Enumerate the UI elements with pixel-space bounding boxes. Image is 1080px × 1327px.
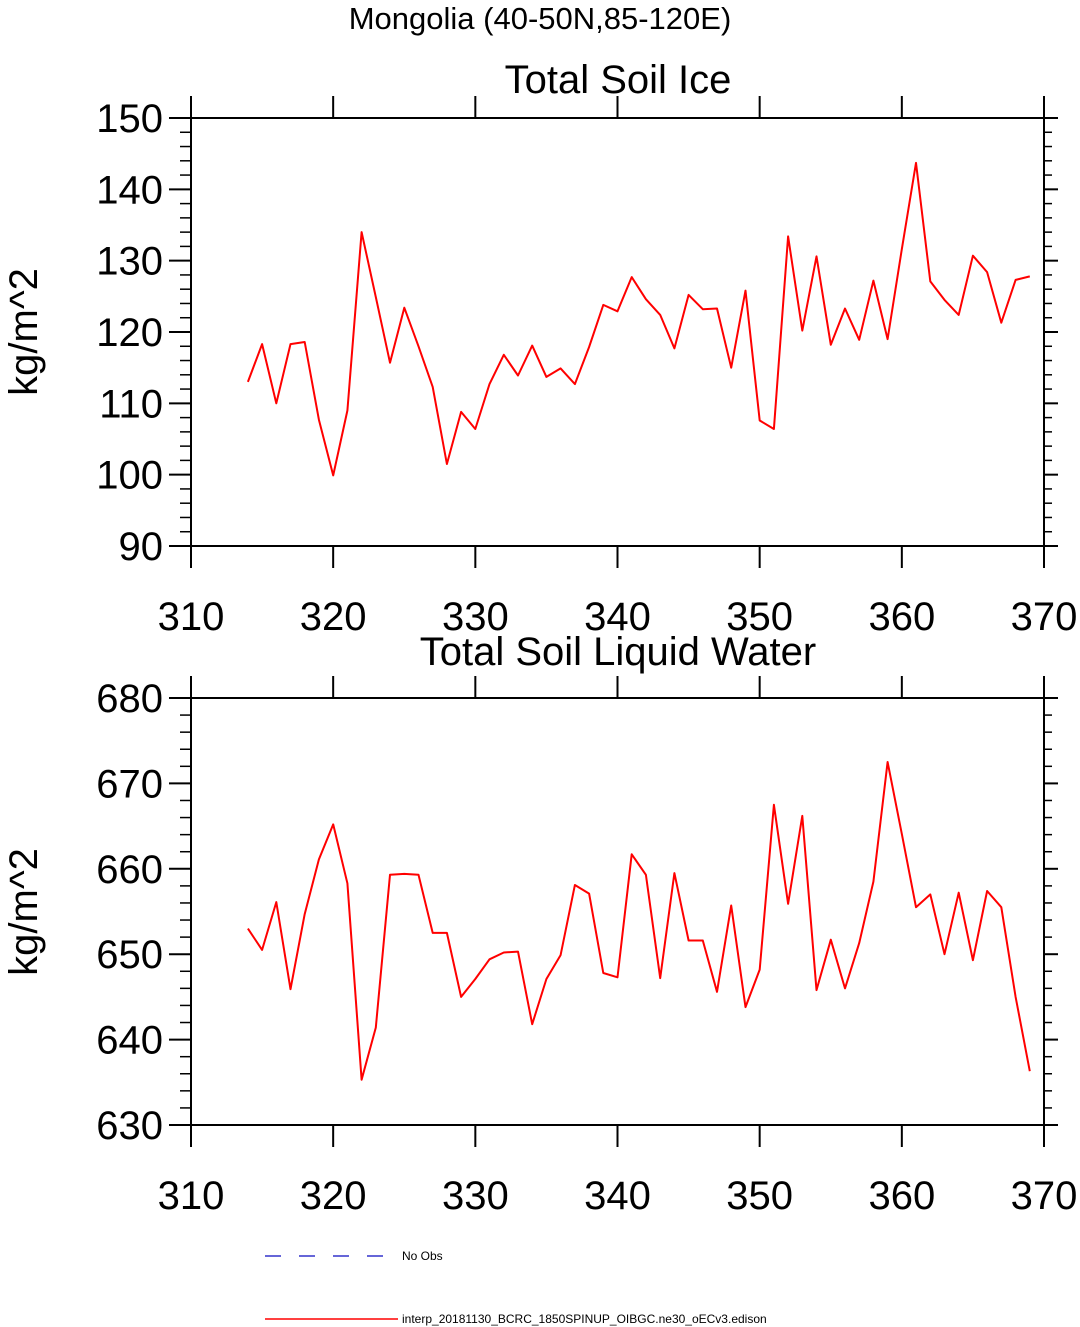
y-tick-label: 650 <box>96 933 163 977</box>
y-tick-label: 150 <box>96 97 163 141</box>
y-tick-label: 90 <box>119 525 164 569</box>
x-tick-label: 360 <box>868 595 935 639</box>
y-tick-label: 110 <box>99 382 163 426</box>
plot-frame <box>190 697 1045 1126</box>
panel-title: Total Soil Liquid Water <box>420 630 816 674</box>
legend: No Obs interp_20181130_BCRC_1850SPINUP_O… <box>265 1249 767 1326</box>
legend-label-model: interp_20181130_BCRC_1850SPINUP_OIBGC.ne… <box>402 1312 767 1326</box>
series-group <box>246 161 1031 477</box>
x-tick-label: 360 <box>868 1174 935 1218</box>
tick-label-group: 310 320 330 340 350 360 370 90 100 110 120 130 140 15… <box>96 97 1077 639</box>
x-tick-label: 370 <box>1011 595 1078 639</box>
legend-label-no-obs: No Obs <box>402 1249 443 1263</box>
x-tick-label: 320 <box>300 595 367 639</box>
y-tick-label: 130 <box>96 240 163 284</box>
x-tick-label: 330 <box>442 1174 509 1218</box>
y-tick-label: 680 <box>96 677 163 721</box>
figure-suptitle: Mongolia (40-50N,85-120E) <box>349 1 732 36</box>
x-tick-label: 350 <box>726 1174 793 1218</box>
y-axis-label: kg/m^2 <box>2 268 46 396</box>
y-tick-label: 660 <box>96 848 163 892</box>
y-tick-label: 120 <box>96 311 163 355</box>
y-tick-label: 670 <box>96 762 163 806</box>
x-tick-label: 330 <box>442 595 509 639</box>
y-tick-label: 100 <box>96 454 163 498</box>
x-tick-label: 340 <box>584 1174 651 1218</box>
x-tick-label: 350 <box>726 595 793 639</box>
series-line <box>246 161 1031 477</box>
x-tick-label: 370 <box>1011 1174 1078 1218</box>
x-tick-label: 310 <box>158 595 225 639</box>
panel-soil-ice: Total Soil Ice kg/m^2 310 320 330 340 350 360… <box>2 58 1077 639</box>
x-tick-label: 320 <box>300 1174 367 1218</box>
plot-frame <box>190 117 1045 547</box>
panel-title: Total Soil Ice <box>505 58 732 102</box>
tick-group <box>169 96 1058 568</box>
tick-label-group: 310 320 330 340 350 360 370 630 640 650 660 670 680 <box>96 677 1077 1218</box>
series-group <box>247 761 1031 1081</box>
panel-soil-liquid-water: Total Soil Liquid Water kg/m^2 310 320 330… <box>2 630 1077 1218</box>
x-tick-label: 310 <box>158 1174 225 1218</box>
x-tick-label: 340 <box>584 595 651 639</box>
y-axis-label: kg/m^2 <box>2 848 46 976</box>
y-tick-label: 630 <box>96 1104 163 1148</box>
tick-group <box>169 676 1058 1147</box>
y-tick-label: 640 <box>96 1019 163 1063</box>
series-line <box>247 761 1031 1081</box>
y-tick-label: 140 <box>96 168 163 212</box>
